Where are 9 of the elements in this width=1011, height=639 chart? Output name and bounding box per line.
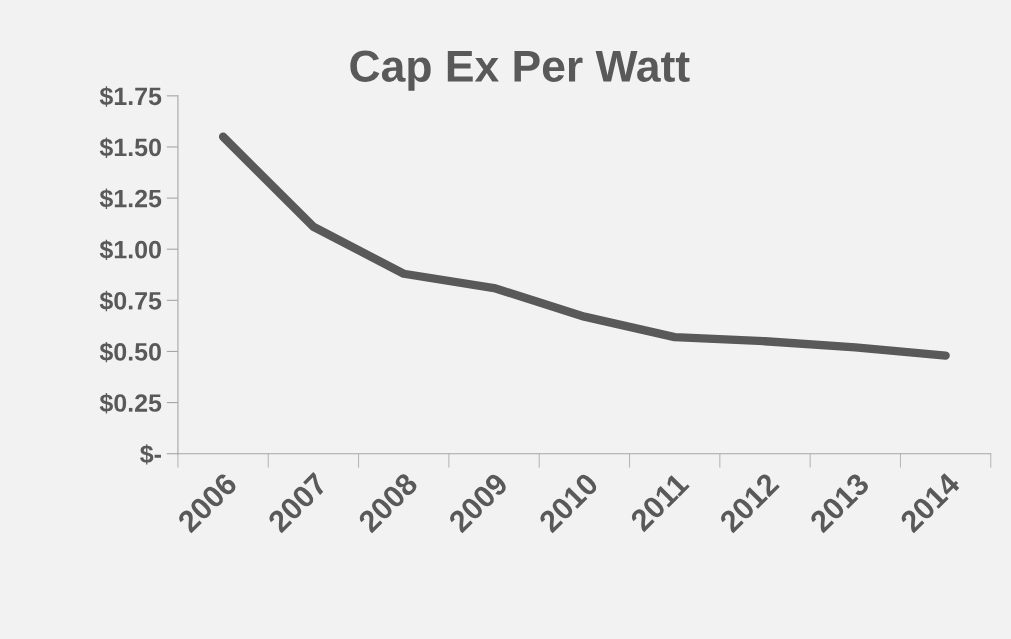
y-tick-label: $- — [140, 444, 161, 465]
y-tick-label: $1.00 — [99, 239, 161, 261]
y-tick-label: $1.25 — [99, 188, 162, 209]
y-tick-label: $1.50 — [99, 137, 161, 158]
y-tick-label: $1.75 — [99, 86, 162, 107]
chart-title: Cap Ex Per Watt — [350, 50, 690, 91]
y-tick-label: $0.75 — [99, 290, 162, 312]
y-tick-label: $0.25 — [99, 393, 162, 414]
y-tick-label: $0.50 — [99, 341, 161, 363]
